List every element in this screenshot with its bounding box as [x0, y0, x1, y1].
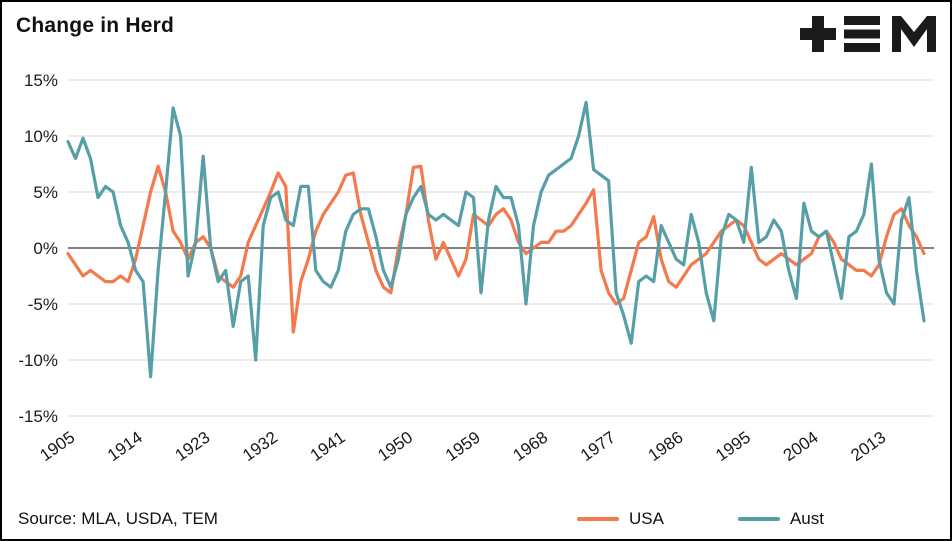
legend-item-aust: Aust [737, 509, 824, 529]
usa-line-swatch [577, 517, 619, 521]
svg-text:5%: 5% [33, 183, 58, 202]
svg-text:15%: 15% [24, 71, 58, 90]
svg-text:2004: 2004 [780, 428, 822, 465]
legend-label-aust: Aust [789, 509, 824, 528]
svg-text:-10%: -10% [18, 351, 58, 370]
svg-text:1995: 1995 [712, 428, 754, 465]
svg-text:10%: 10% [24, 127, 58, 146]
svg-text:1923: 1923 [172, 428, 214, 465]
svg-text:1905: 1905 [36, 428, 78, 465]
svg-text:1986: 1986 [645, 428, 687, 465]
legend-label-usa: USA [629, 509, 664, 528]
legend: USA Aust [577, 509, 824, 529]
svg-text:-5%: -5% [28, 295, 58, 314]
legend-item-usa: USA [577, 509, 664, 529]
source-note: Source: MLA, USDA, TEM [18, 509, 218, 528]
svg-text:2013: 2013 [847, 428, 889, 465]
header: Change in Herd [2, 2, 950, 52]
svg-text:-15%: -15% [18, 407, 58, 426]
svg-text:1941: 1941 [307, 428, 349, 465]
footer: Source: MLA, USDA, TEM USA Aust [18, 509, 934, 529]
chart-svg: 15% 10% 5% 0% -5% -10% -15% 1905 1914 1923 1932 194… [18, 71, 934, 465]
aust-line-swatch [737, 517, 780, 521]
chart-area: 15% 10% 5% 0% -5% -10% -15% 1905 1914 1923 1932 194… [2, 46, 950, 491]
svg-text:1950: 1950 [374, 428, 416, 465]
svg-text:1968: 1968 [509, 428, 551, 465]
svg-text:0%: 0% [33, 239, 58, 258]
svg-text:1959: 1959 [442, 428, 484, 465]
page-title: Change in Herd [16, 14, 174, 37]
svg-text:1932: 1932 [239, 428, 281, 465]
svg-text:1977: 1977 [577, 428, 619, 465]
tem-logo-icon [800, 16, 936, 57]
svg-text:1914: 1914 [104, 428, 146, 465]
